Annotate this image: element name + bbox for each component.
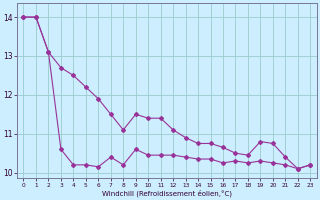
X-axis label: Windchill (Refroidissement éolien,°C): Windchill (Refroidissement éolien,°C) bbox=[102, 189, 232, 197]
